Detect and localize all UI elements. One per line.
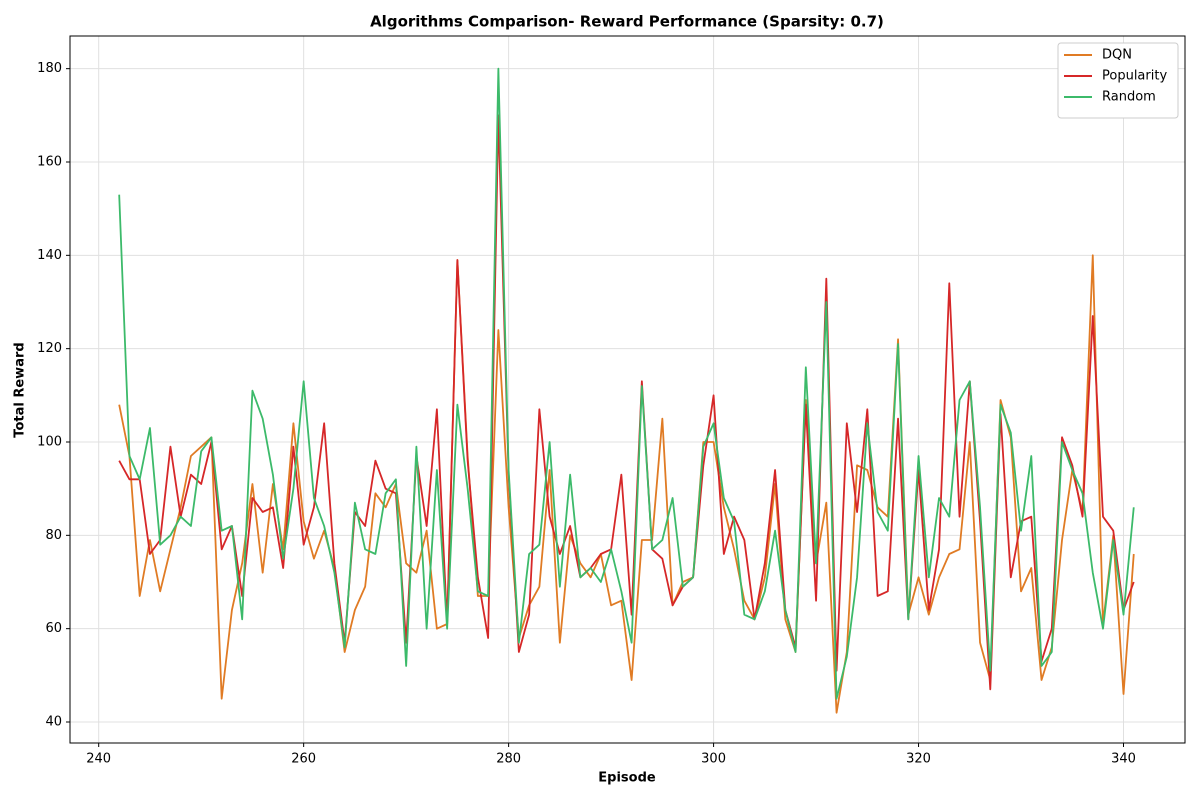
plot-frame <box>69 35 1186 744</box>
x-tick-label: 280 <box>496 752 521 767</box>
y-axis-label: Total Reward <box>13 342 28 437</box>
y-tick-label: 60 <box>45 621 62 636</box>
legend: DQN Popularity Random <box>1057 42 1179 119</box>
x-tick-label: 240 <box>86 752 111 767</box>
x-tick-label: 300 <box>701 752 726 767</box>
series-line <box>118 254 1135 714</box>
chart-title: Algorithms Comparison- Reward Performanc… <box>370 13 884 31</box>
series-line <box>118 67 1135 700</box>
x-tick-label: 260 <box>291 752 316 767</box>
y-tick-label: 140 <box>37 248 62 263</box>
y-tick-label: 180 <box>37 61 62 76</box>
y-tick-label: 80 <box>45 528 62 543</box>
legend-label: Random <box>1102 90 1156 105</box>
y-tick-label: 160 <box>37 155 62 170</box>
y-tick-label: 100 <box>37 435 62 450</box>
grid <box>70 36 1185 743</box>
x-tick-label: 320 <box>906 752 931 767</box>
legend-label: Popularity <box>1102 69 1167 84</box>
legend-box <box>1057 42 1179 119</box>
series-line <box>118 114 1135 691</box>
y-tick-label: 120 <box>37 341 62 356</box>
y-tick-label: 40 <box>45 715 62 730</box>
x-tick-label: 340 <box>1111 752 1136 767</box>
legend-label: DQN <box>1102 48 1132 63</box>
x-axis-label: Episode <box>598 771 656 786</box>
